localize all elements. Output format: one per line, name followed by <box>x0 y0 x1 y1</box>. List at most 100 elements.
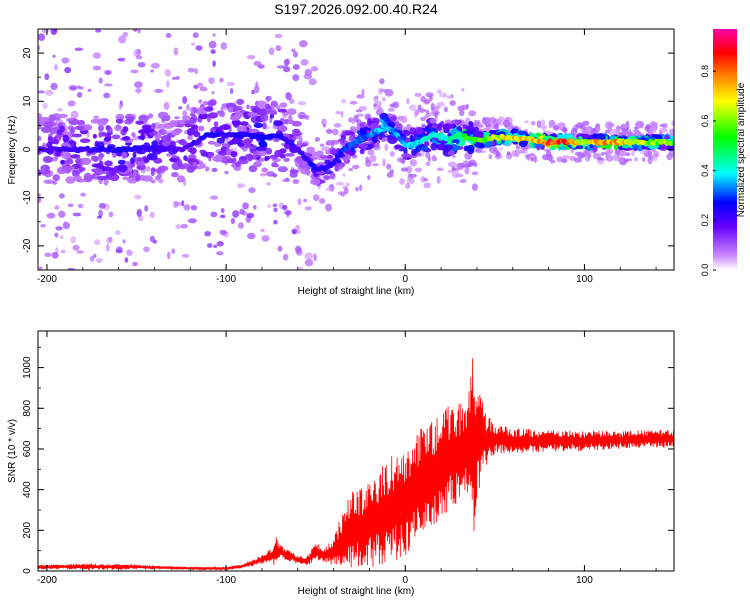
spectral-noise-blob <box>341 99 347 104</box>
spectral-noise-blob <box>251 89 255 95</box>
spectral-band-blob <box>217 150 228 156</box>
spectral-band-blob <box>555 134 566 140</box>
spectral-band-blob <box>269 114 275 119</box>
spectral-noise-blob <box>425 152 431 159</box>
spectral-band-blob <box>276 105 281 110</box>
spectral-noise-blob <box>325 203 332 212</box>
spectral-band-blob <box>93 156 99 163</box>
spectral-band-blob <box>115 113 125 121</box>
spectral-band-blob <box>60 151 71 159</box>
spectral-noise-blob <box>611 154 621 161</box>
spectral-noise-blob <box>268 47 275 56</box>
spectral-band-blob <box>421 145 429 152</box>
spectral-noise-blob <box>545 150 552 157</box>
spectral-noise-blob <box>415 109 420 116</box>
spectral-band-blob <box>41 126 52 133</box>
spectral-ridge-point <box>389 128 395 133</box>
spectral-noise-blob <box>582 120 590 126</box>
spectral-noise-blob <box>287 93 293 101</box>
spectral-noise-blob <box>507 151 511 156</box>
spectral-noise-blob <box>248 165 258 173</box>
spectral-band-blob <box>234 112 244 118</box>
spectral-band-blob <box>83 176 93 183</box>
spectral-band-blob <box>111 134 121 140</box>
spectral-band-blob <box>193 131 201 138</box>
spectral-noise-blob <box>267 204 271 208</box>
spectral-band-blob <box>135 120 144 125</box>
spectral-band-blob <box>232 120 240 128</box>
spectral-noise-blob <box>247 232 256 240</box>
spectral-band-blob <box>231 138 242 143</box>
spectral-band-blob <box>186 127 195 136</box>
spectral-noise-blob <box>192 32 199 39</box>
spectral-band-blob <box>158 129 164 134</box>
spectral-noise-blob <box>246 212 255 219</box>
spectral-noise-blob <box>284 210 292 216</box>
spectral-band-blob <box>256 100 267 109</box>
spectral-band-blob <box>252 152 258 159</box>
spectral-band-blob <box>161 140 173 147</box>
spectral-noise-blob <box>220 42 228 50</box>
spectral-noise-blob <box>77 203 84 209</box>
spectral-noise-blob <box>386 171 394 178</box>
spectral-noise-blob <box>297 111 307 120</box>
spectral-noise-blob <box>61 57 70 64</box>
spectral-ridge-point <box>333 157 339 163</box>
spectral-noise-blob <box>297 101 307 106</box>
spectral-band-blob <box>53 139 59 145</box>
colorbar <box>713 29 737 270</box>
spectral-band-blob <box>382 116 390 123</box>
spectral-band-blob <box>189 147 197 155</box>
spectral-noise-blob <box>229 88 234 94</box>
spectral-noise-blob <box>283 59 290 67</box>
spectral-noise-blob <box>570 149 575 153</box>
spectral-noise-blob <box>216 241 224 247</box>
spectral-noise-blob <box>488 154 493 160</box>
spectral-band-blob <box>289 169 299 174</box>
snr-y-axis-label: SNR (10 * v/v) <box>7 419 18 483</box>
spectral-band-blob <box>70 154 81 159</box>
spectral-noise-blob <box>335 181 345 186</box>
spectral-noise-blob <box>342 173 346 177</box>
spectral-band-blob <box>220 146 227 152</box>
spectral-noise-blob <box>484 121 492 128</box>
spectral-noise-blob <box>381 96 386 102</box>
spectral-noise-blob <box>219 214 226 219</box>
spectral-noise-blob <box>122 239 126 244</box>
spectral-noise-blob <box>134 81 143 88</box>
spectral-noise-blob <box>471 171 479 176</box>
spectral-noise-blob <box>173 47 179 56</box>
spectral-noise-blob <box>262 122 267 130</box>
spectral-band-blob <box>252 108 257 113</box>
spectral-band-blob <box>213 121 219 128</box>
spectral-noise-blob <box>277 245 283 252</box>
spectral-noise-blob <box>98 209 103 218</box>
spectral-noise-blob <box>384 143 389 152</box>
spectral-noise-blob <box>232 210 240 218</box>
spectral-band-blob <box>504 129 509 136</box>
spectral-band-blob <box>233 166 241 171</box>
spectral-band-blob <box>319 155 330 159</box>
spectral-noise-blob <box>186 104 190 111</box>
spectral-band-blob <box>329 172 336 180</box>
spectral-noise-blob <box>165 80 170 88</box>
spectral-noise-blob <box>182 110 187 117</box>
spectral-noise-blob <box>530 157 534 162</box>
spectral-noise-blob <box>583 149 590 156</box>
spectral-band-blob <box>154 134 162 140</box>
spectral-noise-blob <box>349 100 358 105</box>
spectral-band-blob <box>115 152 122 157</box>
spectrogram-x-tick-label: 100 <box>576 274 593 285</box>
spectral-band-blob <box>558 146 567 150</box>
spectral-band-blob <box>465 125 475 131</box>
spectral-noise-blob <box>423 182 432 189</box>
spectral-noise-blob <box>180 223 188 229</box>
snr-y-tick-label: 400 <box>22 481 33 498</box>
spectral-noise-blob <box>449 100 456 106</box>
spectral-band-blob <box>161 135 171 142</box>
spectral-noise-blob <box>386 163 392 170</box>
spectral-noise-blob <box>239 208 245 215</box>
spectral-noise-blob <box>181 200 185 207</box>
spectral-band-blob <box>225 102 236 109</box>
spectral-band-blob <box>199 149 206 154</box>
